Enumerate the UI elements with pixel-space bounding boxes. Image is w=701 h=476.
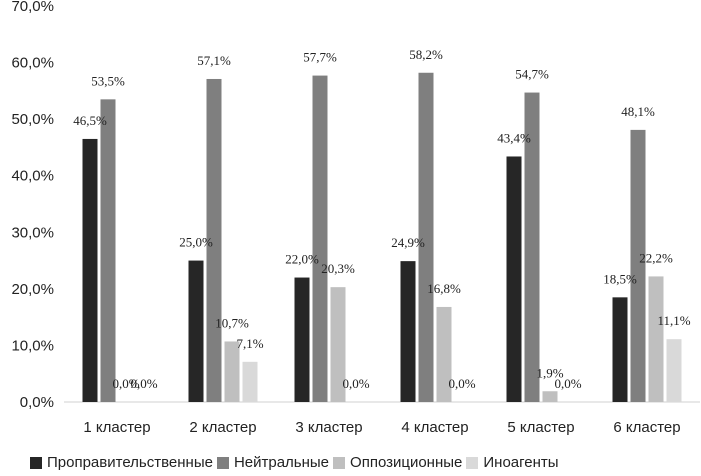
data-label: 7,1%	[236, 336, 263, 351]
bar	[418, 72, 434, 403]
data-label: 0,0%	[448, 376, 475, 391]
x-tick-label: 3 кластер	[295, 419, 362, 436]
legend-item: Оппозиционные	[333, 454, 462, 471]
data-label: 18,5%	[603, 271, 637, 286]
bar	[294, 277, 310, 402]
data-label: 58,2%	[409, 47, 443, 62]
legend-label: Иноагенты	[483, 454, 559, 471]
bar	[524, 92, 540, 402]
legend-label: Оппозиционные	[350, 454, 463, 471]
bar	[542, 391, 558, 402]
bar	[612, 297, 628, 402]
bar	[242, 361, 258, 402]
data-label: 22,0%	[285, 252, 319, 267]
x-axis: 1 кластер 2 кластер 3 кластер 4 кластер 5 кл…	[64, 401, 700, 436]
y-tick-label: 30,0%	[11, 224, 54, 241]
bar	[312, 75, 328, 402]
data-label: 0,0%	[554, 376, 581, 391]
y-tick-label: 60,0%	[11, 55, 54, 72]
legend-item: Нейтральные	[216, 454, 330, 471]
data-label: 24,9%	[391, 235, 425, 250]
legend: Проправительственные Нейтральные Оппозицио…	[30, 454, 700, 471]
data-label: 54,7%	[515, 67, 549, 82]
bar	[666, 339, 682, 402]
data-label: 0,0%	[342, 376, 369, 391]
legend-swatch	[466, 456, 479, 469]
y-tick-label: 70,0%	[11, 0, 54, 15]
data-label: 46,5%	[73, 113, 107, 128]
y-axis: 0,0% 10,0% 20,0% 30,0% 40,0% 50,0% 60,0% 70,0%	[11, 0, 54, 411]
y-tick-label: 10,0%	[11, 337, 54, 354]
x-tick-label: 5 кластер	[507, 419, 574, 436]
y-tick-label: 40,0%	[11, 168, 54, 185]
data-label: 57,7%	[303, 50, 337, 65]
bars	[82, 72, 682, 403]
data-label: 48,1%	[621, 104, 655, 119]
legend-item: Иноагенты	[466, 454, 559, 471]
data-labels: 46,5%53,5%0,0%0,0%25,0%57,1%10,7%7,1%22,…	[73, 47, 691, 391]
data-label: 22,2%	[639, 250, 673, 265]
bar	[330, 287, 346, 402]
y-tick-label: 20,0%	[11, 281, 54, 298]
bar	[400, 261, 416, 402]
bar	[630, 129, 646, 403]
legend-item: Проправительственные	[30, 454, 213, 471]
data-label: 0,0%	[130, 376, 157, 391]
legend-swatch	[333, 456, 346, 469]
data-label: 10,7%	[215, 315, 249, 330]
y-tick-label: 0,0%	[20, 394, 54, 411]
bar	[188, 260, 204, 402]
x-tick-label: 1 кластер	[83, 419, 150, 436]
data-label: 57,1%	[197, 53, 231, 68]
bar	[506, 156, 522, 402]
y-tick-label: 50,0%	[11, 111, 54, 128]
bar	[100, 99, 116, 402]
legend-swatch	[30, 456, 42, 469]
x-tick-label: 6 кластер	[613, 419, 680, 436]
data-label: 25,0%	[179, 235, 213, 250]
data-label: 43,4%	[497, 130, 531, 145]
data-label: 11,1%	[657, 313, 690, 328]
x-tick-label: 4 кластер	[401, 419, 468, 436]
bar	[648, 276, 664, 402]
legend-swatch	[216, 456, 229, 469]
bar	[224, 341, 240, 402]
data-label: 0,0%	[112, 376, 139, 391]
data-label: 20,3%	[321, 261, 355, 276]
data-label: 1,9%	[536, 365, 563, 380]
bar	[436, 306, 452, 402]
legend-label: Нейтральные	[233, 454, 330, 471]
data-label: 16,8%	[427, 281, 461, 296]
x-tick-label: 2 кластер	[189, 419, 256, 436]
data-label: 53,5%	[91, 73, 125, 88]
bar	[206, 78, 222, 402]
legend-label: Проправительственные	[47, 454, 213, 471]
bar	[82, 138, 98, 402]
